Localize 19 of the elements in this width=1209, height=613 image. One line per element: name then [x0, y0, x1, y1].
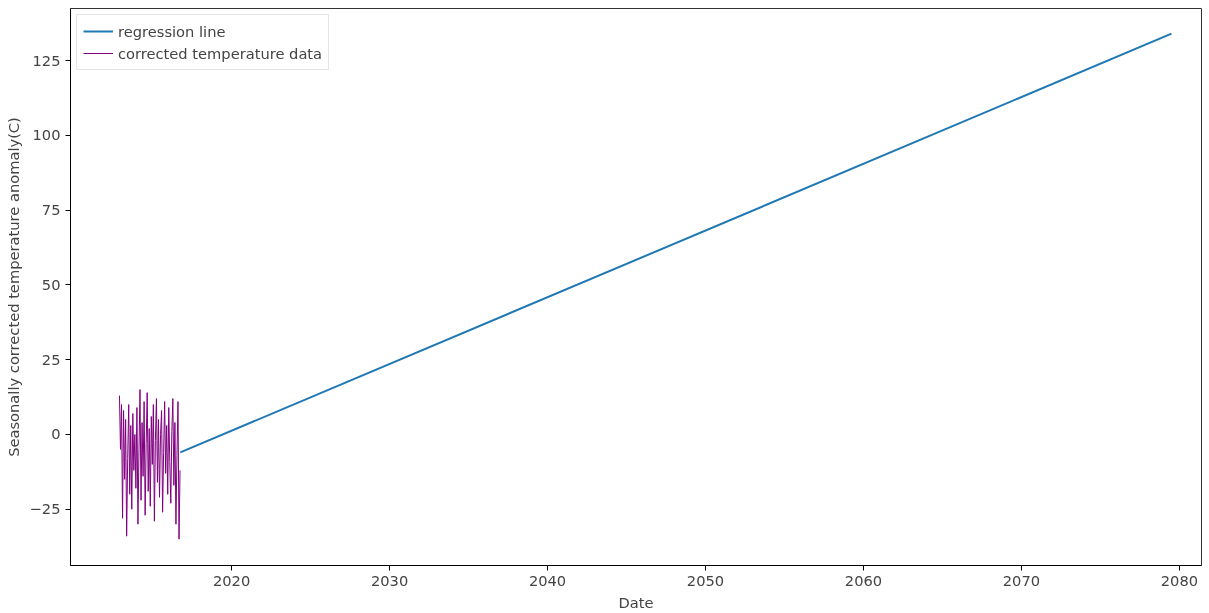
x-tick-label: 2060	[844, 571, 883, 589]
y-tick-label: −25	[29, 500, 61, 518]
x-axis-title: Date	[618, 593, 654, 611]
y-tick-label: 100	[32, 126, 61, 144]
x-tick-label: 2030	[370, 571, 409, 589]
y-tick-label: 0	[51, 425, 61, 443]
line-series	[118, 389, 181, 540]
x-tick-label: 2020	[212, 571, 251, 589]
x-tick-label: 2050	[686, 571, 725, 589]
x-tick-label: 2070	[1002, 571, 1041, 589]
legend-label: corrected temperature data	[118, 44, 323, 62]
y-tick-label: 50	[41, 275, 61, 293]
y-tick-label: 75	[41, 201, 61, 219]
y-tick-label: 25	[41, 350, 61, 368]
y-tick-label: 125	[32, 51, 61, 69]
y-axis-title: Seasonally corrected temperature anomaly(C)	[4, 117, 22, 457]
x-tick-label: 2080	[1160, 571, 1199, 589]
legend-label: regression line	[118, 22, 226, 40]
x-tick-label: 2040	[528, 571, 567, 589]
